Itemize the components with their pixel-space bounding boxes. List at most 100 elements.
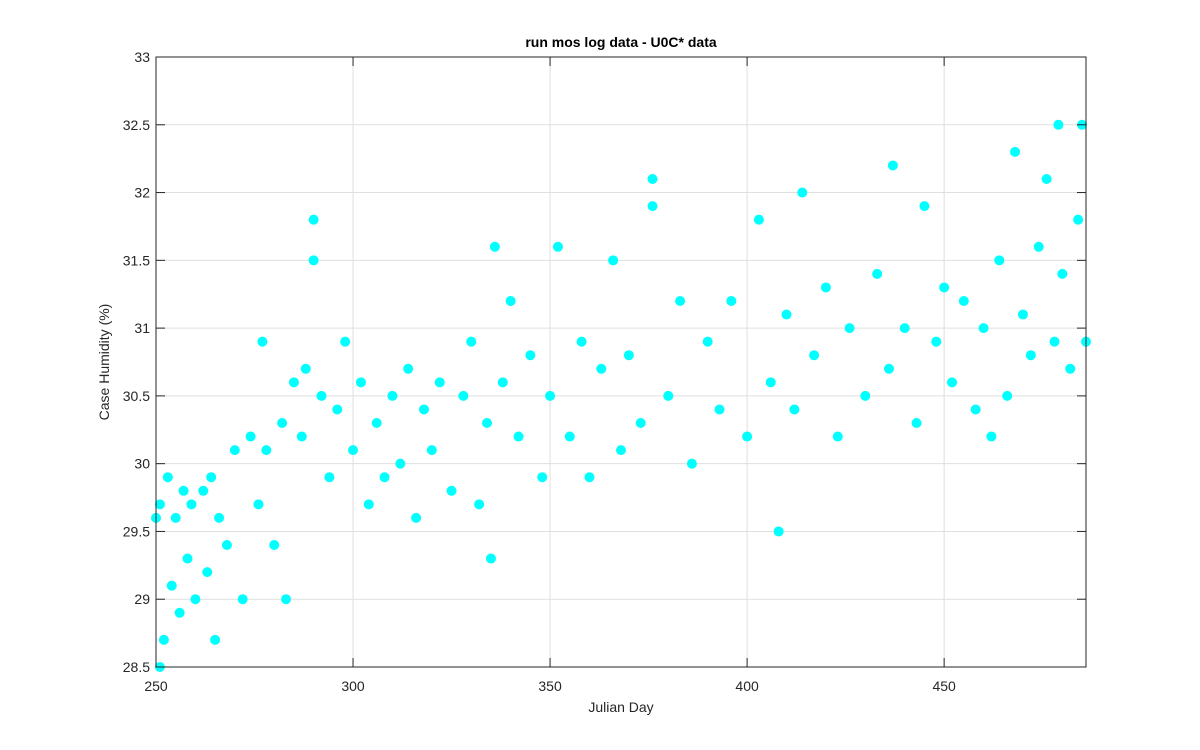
- data-point: [411, 512, 422, 523]
- data-point: [545, 390, 556, 401]
- data-point: [596, 363, 607, 374]
- data-point: [994, 255, 1005, 266]
- data-point: [872, 268, 883, 279]
- data-point: [206, 472, 217, 483]
- data-point: [174, 607, 185, 618]
- axis-ticks: 250 300 350 400 450 28.5 29 29.5 30 30.5 31 31.5 32 3…: [123, 49, 1086, 694]
- data-point: [281, 594, 292, 605]
- y-tick-label: 33: [134, 49, 150, 65]
- data-point: [166, 580, 177, 591]
- data-point: [489, 241, 500, 252]
- data-point: [986, 431, 997, 442]
- data-point: [1049, 336, 1060, 347]
- data-point: [257, 336, 268, 347]
- data-points: [151, 119, 1091, 672]
- data-point: [371, 418, 382, 428]
- data-point: [482, 418, 493, 428]
- data-point: [379, 472, 390, 483]
- data-point: [773, 526, 784, 537]
- x-tick-label: 250: [144, 678, 168, 694]
- data-point: [702, 336, 713, 347]
- data-point: [474, 499, 485, 510]
- data-point: [958, 296, 969, 306]
- data-point: [158, 634, 169, 645]
- data-point: [781, 309, 792, 320]
- data-point: [970, 404, 981, 415]
- data-point: [675, 296, 686, 306]
- data-point: [300, 363, 311, 374]
- data-point: [608, 255, 619, 266]
- data-point: [253, 499, 264, 510]
- data-point: [210, 634, 221, 645]
- data-point: [348, 445, 359, 456]
- data-point: [537, 472, 548, 483]
- data-point: [505, 296, 516, 306]
- y-tick-label: 32: [134, 185, 150, 201]
- data-point: [1053, 119, 1064, 130]
- data-point: [229, 445, 240, 456]
- data-point: [1033, 241, 1044, 252]
- data-point: [663, 390, 674, 401]
- y-tick-label: 30: [134, 456, 150, 472]
- data-point: [714, 404, 725, 415]
- data-point: [355, 377, 366, 388]
- chart-title: run mos log data - U0C* data: [525, 34, 717, 50]
- data-point: [221, 540, 232, 550]
- data-point: [170, 512, 181, 523]
- x-tick-label: 300: [341, 678, 365, 694]
- data-point: [883, 363, 894, 374]
- data-point: [198, 485, 209, 496]
- data-point: [742, 431, 753, 442]
- data-point: [616, 445, 626, 456]
- data-point: [513, 431, 524, 442]
- data-point: [340, 336, 351, 347]
- data-point: [623, 350, 634, 361]
- data-point: [820, 282, 831, 293]
- data-point: [1002, 390, 1013, 401]
- data-point: [887, 160, 898, 171]
- data-point: [552, 241, 563, 252]
- data-point: [466, 336, 477, 347]
- data-point: [261, 445, 272, 456]
- data-point: [497, 377, 508, 388]
- y-tick-label: 32.5: [123, 117, 150, 133]
- data-point: [809, 350, 820, 361]
- y-tick-label: 29.5: [123, 523, 150, 539]
- plot-area: [156, 57, 1086, 667]
- y-tick-label: 30.5: [123, 388, 150, 404]
- data-point: [446, 485, 457, 496]
- data-point: [931, 336, 942, 347]
- y-axis-label: Case Humidity (%): [96, 304, 112, 421]
- y-tick-label: 28.5: [123, 659, 150, 675]
- data-point: [363, 499, 374, 510]
- data-point: [395, 458, 406, 469]
- y-tick-label: 31: [134, 320, 150, 336]
- data-point: [308, 255, 319, 266]
- data-point: [1025, 350, 1036, 361]
- data-point: [832, 431, 843, 442]
- data-point: [686, 458, 697, 469]
- data-point: [899, 323, 910, 334]
- data-point: [324, 472, 335, 483]
- data-point: [296, 431, 307, 442]
- data-point: [753, 214, 764, 225]
- data-point: [154, 499, 165, 510]
- data-point: [458, 390, 469, 401]
- plot-frame: [155, 56, 1087, 668]
- data-point: [434, 377, 445, 388]
- data-point: [418, 404, 429, 415]
- data-point: [332, 404, 343, 415]
- data-point: [978, 323, 989, 334]
- x-tick-label: 450: [932, 678, 956, 694]
- data-point: [1065, 363, 1076, 374]
- data-point: [245, 431, 256, 442]
- data-point: [525, 350, 536, 361]
- data-point: [635, 418, 646, 428]
- data-point: [178, 485, 189, 496]
- y-tick-label: 31.5: [123, 252, 150, 268]
- data-point: [387, 390, 398, 401]
- y-tick-label: 29: [134, 591, 150, 607]
- data-point: [426, 445, 437, 456]
- data-point: [1041, 174, 1052, 184]
